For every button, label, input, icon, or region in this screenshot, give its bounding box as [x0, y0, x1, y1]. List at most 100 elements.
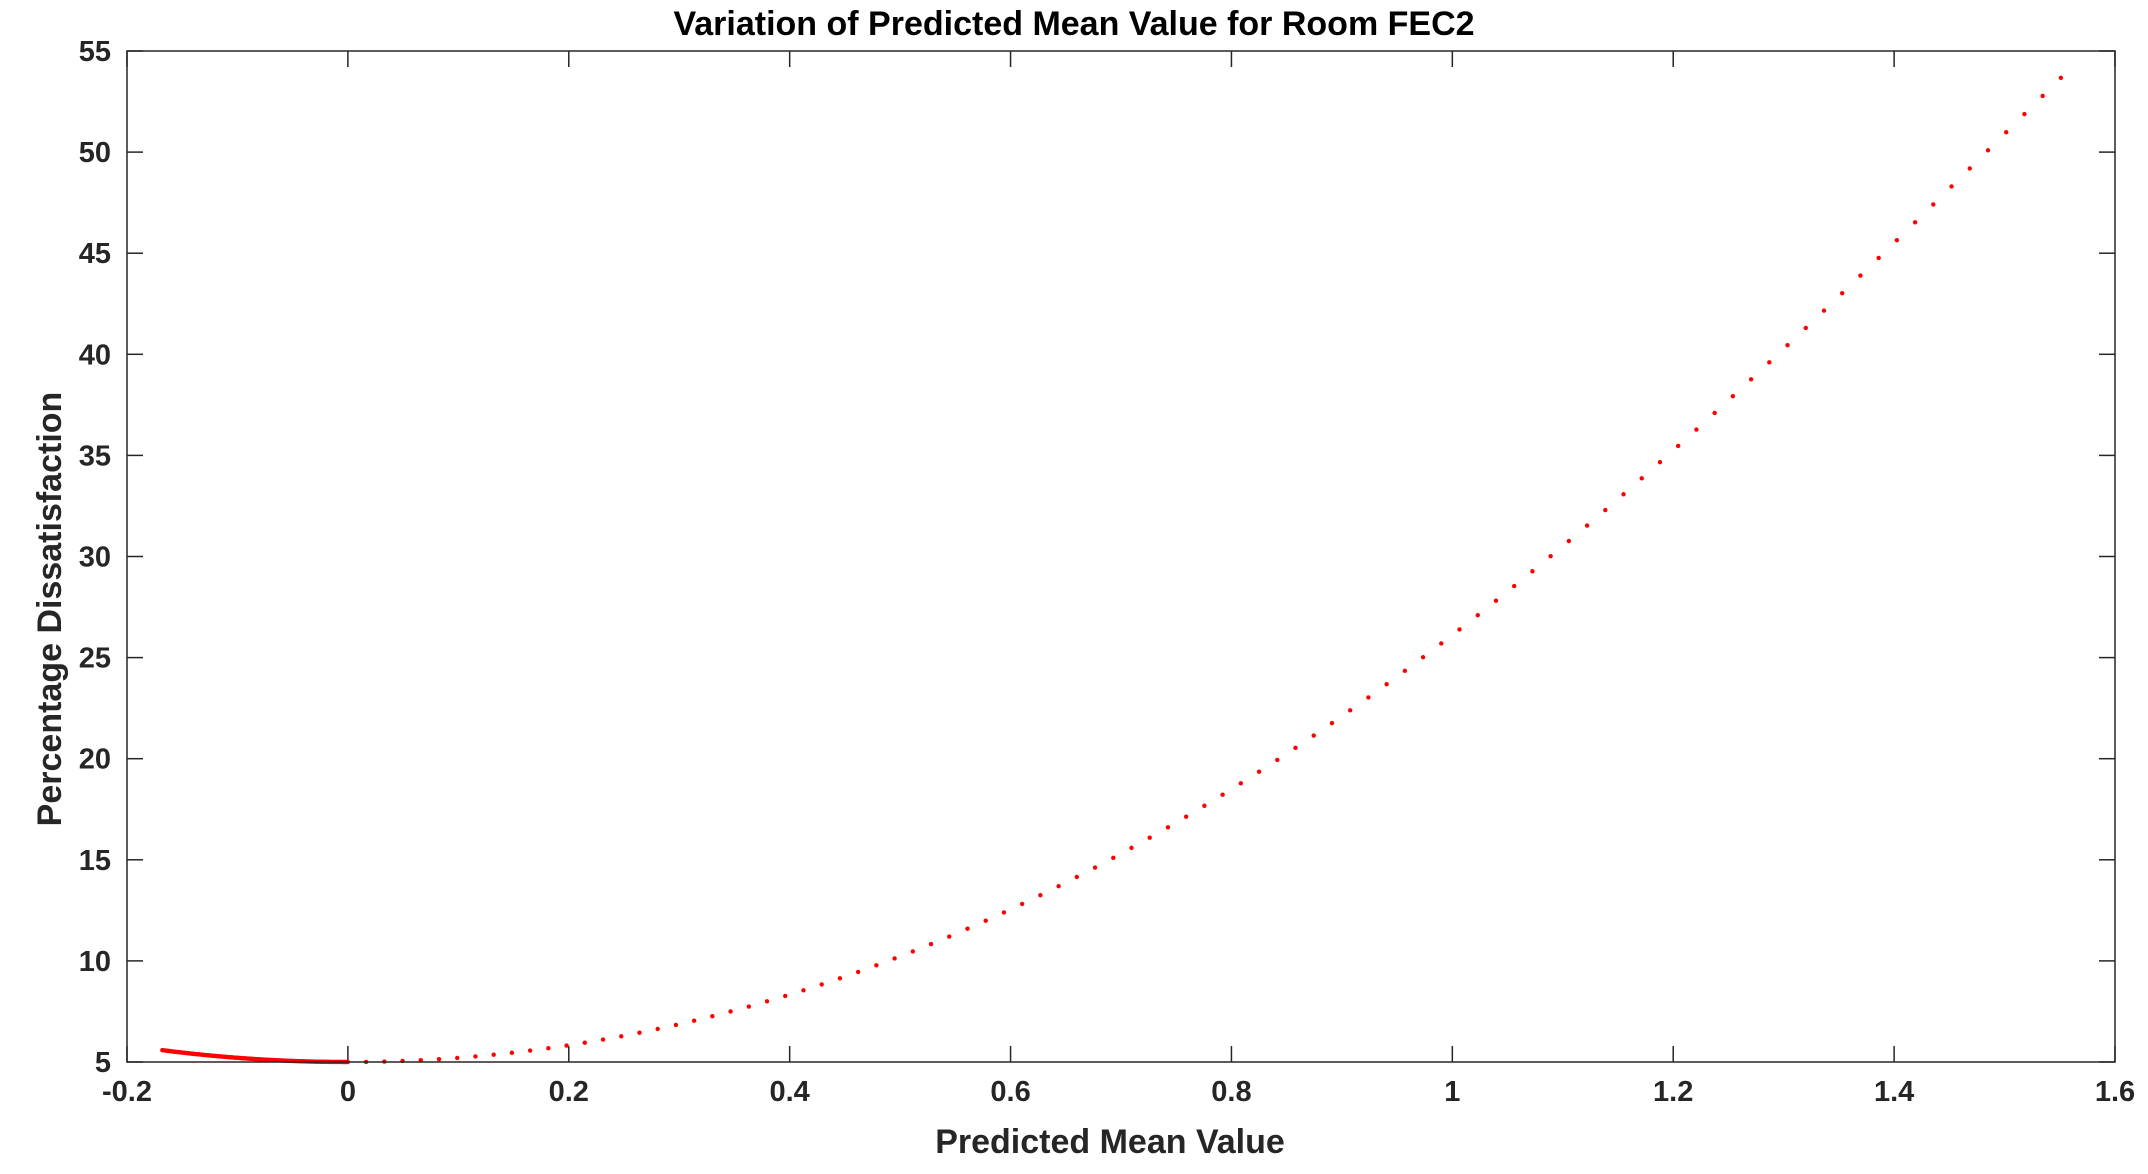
- plot-background: [127, 51, 2115, 1062]
- data-point: [928, 941, 934, 947]
- data-point: [947, 934, 952, 939]
- y-tick-label: 20: [79, 744, 111, 776]
- x-axis-label: Predicted Mean Value: [935, 1123, 1285, 1161]
- data-point: [1275, 757, 1280, 763]
- y-tick-label: 45: [79, 238, 111, 270]
- data-point: [1256, 769, 1262, 774]
- y-tick-label: 35: [79, 440, 111, 472]
- data-point: [1147, 835, 1152, 840]
- data-point: [1038, 892, 1043, 898]
- data-point: [2022, 111, 2027, 117]
- axes-frame: [126, 50, 2116, 1063]
- data-point: [783, 993, 788, 999]
- axis-ticks: [126, 50, 2116, 1063]
- data-point: [1366, 695, 1371, 700]
- data-point: [1420, 655, 1426, 660]
- data-point: [1931, 202, 1936, 207]
- data-point: [1985, 148, 1991, 153]
- tick-labels: -0.2 0 0.2 0.4 0.6 0.8 1 1.2 1.4 1.6 5 10 15 20 25 30 35…: [79, 36, 2135, 1108]
- data-point: [710, 1014, 715, 1019]
- data-point: [1767, 360, 1772, 365]
- data-point: [1493, 598, 1499, 603]
- x-tick-label: 1.2: [1653, 1076, 1693, 1108]
- x-tick-label: 0.2: [549, 1076, 589, 1108]
- data-point: [1748, 377, 1754, 382]
- data-point: [1967, 166, 1972, 171]
- data-point: [1821, 308, 1827, 313]
- data-point: [1347, 708, 1353, 713]
- data-point: [1858, 273, 1863, 278]
- x-tick-label: 1: [1444, 1076, 1460, 1108]
- data-point: [892, 956, 897, 961]
- data-point: [983, 918, 988, 923]
- data-point: [1785, 343, 1790, 348]
- data-point: [1001, 910, 1007, 915]
- data-point: [837, 976, 843, 981]
- data-point: [1949, 184, 1954, 189]
- data-point: [436, 1056, 442, 1062]
- data-point: [1657, 460, 1663, 465]
- data-point: [855, 969, 861, 975]
- data-point: [1530, 569, 1535, 574]
- data-point: [1019, 901, 1025, 907]
- data-point: [801, 988, 806, 993]
- data-point: [691, 1018, 697, 1023]
- data-point: [1183, 814, 1189, 819]
- data-series: [160, 75, 2064, 1065]
- data-point: [819, 982, 824, 987]
- data-point: [1384, 682, 1389, 687]
- data-point: [1511, 583, 1517, 589]
- data-point: [1165, 825, 1171, 830]
- data-point: [746, 1004, 751, 1009]
- chart-title: Variation of Predicted Mean Value for Ro…: [673, 5, 1474, 43]
- data-point: [1894, 237, 1900, 243]
- data-point: [1712, 410, 1717, 416]
- data-point: [1548, 554, 1553, 559]
- data-point: [965, 926, 970, 931]
- data-point: [1439, 641, 1444, 646]
- x-tick-label: -0.2: [102, 1076, 152, 1108]
- y-tick-label: 55: [79, 36, 111, 68]
- y-tick-label: 25: [79, 643, 111, 675]
- data-point: [728, 1009, 733, 1014]
- data-point: [1293, 745, 1298, 751]
- x-tick-label: 0.8: [1211, 1076, 1251, 1108]
- y-tick-label: 40: [79, 339, 111, 371]
- data-point: [637, 1030, 642, 1035]
- axes-box: [126, 50, 2116, 1063]
- data-point: [564, 1043, 569, 1048]
- data-point: [1220, 792, 1225, 797]
- data-point: [546, 1045, 551, 1051]
- y-tick-label: 50: [79, 137, 111, 169]
- plot-area: [127, 51, 2115, 1062]
- data-point: [619, 1034, 624, 1039]
- data-point: [1092, 865, 1098, 870]
- data-point: [582, 1040, 587, 1045]
- data-point: [2040, 93, 2045, 99]
- y-axis-label: Percentage Dissatisfaction: [31, 392, 69, 827]
- data-point: [655, 1026, 660, 1032]
- data-point: [1202, 803, 1207, 808]
- data-point: [1238, 781, 1244, 786]
- x-tick-label: 0.4: [770, 1076, 810, 1108]
- data-point: [673, 1022, 679, 1028]
- y-tick-label: 5: [95, 1047, 111, 1079]
- y-tick-label: 15: [79, 845, 111, 877]
- data-point: [1457, 627, 1462, 632]
- data-point: [1639, 476, 1644, 481]
- data-point: [1329, 720, 1335, 726]
- data-point: [874, 963, 879, 968]
- data-point: [1311, 733, 1316, 738]
- data-point: [1621, 492, 1626, 497]
- data-point: [1111, 855, 1116, 861]
- y-tick-label: 30: [79, 542, 111, 574]
- data-point: [491, 1052, 496, 1057]
- data-point: [764, 999, 770, 1004]
- data-point: [910, 949, 916, 954]
- data-point: [1584, 523, 1590, 528]
- data-point: [2004, 130, 2009, 135]
- data-point: [1056, 884, 1061, 889]
- y-tick-label: 10: [79, 946, 111, 978]
- data-point: [1694, 427, 1699, 432]
